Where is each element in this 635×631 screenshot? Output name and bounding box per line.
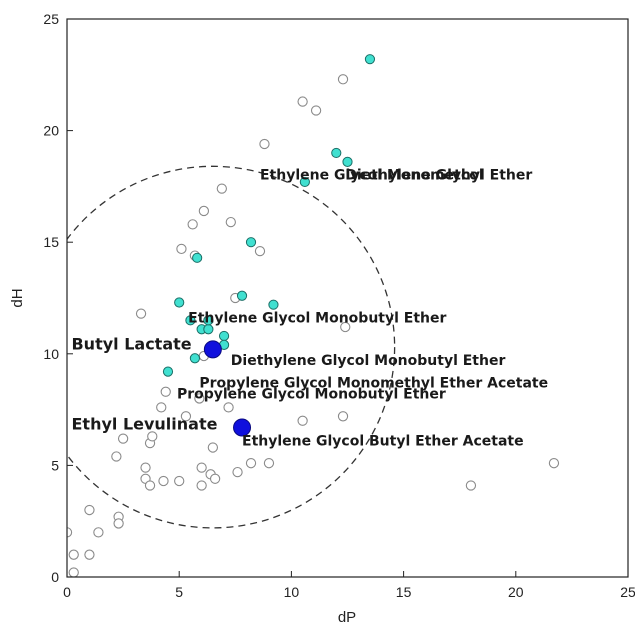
inside-solvent-point xyxy=(268,299,279,310)
outside-solvent-point xyxy=(135,308,147,319)
outside-solvent-point xyxy=(158,475,169,487)
outside-solvent-point xyxy=(68,549,79,560)
x-axis-title: dP xyxy=(338,609,356,626)
solvent-label: Diethylene Glycol Monobutyl Ether xyxy=(231,353,506,369)
y-tick-label: 5 xyxy=(51,457,59,473)
plot-area-frame xyxy=(66,18,629,578)
x-tick-label: 0 xyxy=(63,584,71,600)
inside-solvent-point xyxy=(364,54,376,65)
x-tick-label: 5 xyxy=(175,584,183,600)
outside-solvent-point xyxy=(196,462,207,473)
outside-solvent-point xyxy=(194,393,205,404)
y-axis-title: dH xyxy=(9,288,26,307)
outside-solvent-point xyxy=(196,480,207,491)
x-tick-label: 15 xyxy=(396,584,412,600)
outside-solvent-point xyxy=(245,458,257,469)
inside-solvent-point xyxy=(236,290,248,301)
inside-solvent-point xyxy=(342,156,353,167)
outside-solvent-point xyxy=(176,243,187,255)
outside-solvent-point xyxy=(310,105,322,116)
inside-solvent-point xyxy=(189,353,201,364)
inside-solvent-point xyxy=(299,176,310,188)
outside-solvent-point xyxy=(93,527,104,538)
outside-solvent-point xyxy=(84,504,95,516)
outside-solvent-point xyxy=(207,442,219,453)
outside-solvent-point xyxy=(259,138,270,150)
x-tick-label: 10 xyxy=(284,584,300,600)
target-solvent-point xyxy=(203,340,222,359)
target-solvent-point xyxy=(233,418,252,437)
y-tick-label: 20 xyxy=(43,123,59,139)
outside-solvent-point xyxy=(337,411,349,422)
sphere-circle xyxy=(67,165,396,529)
outside-solvent-point xyxy=(156,402,167,413)
y-tick-label: 25 xyxy=(43,11,59,27)
outside-solvent-point xyxy=(548,458,560,469)
outside-solvent-point xyxy=(174,475,185,487)
y-tick-label: 10 xyxy=(43,346,59,362)
outside-solvent-point xyxy=(198,205,210,217)
outside-solvent-point xyxy=(337,74,349,85)
solvent-label: Butyl Lactate xyxy=(71,334,191,353)
outside-solvent-point xyxy=(225,216,236,228)
solvent-label: Propylene Glycol Monobutyl Ether xyxy=(177,386,446,402)
outside-solvent-point xyxy=(340,321,351,333)
data-points xyxy=(67,54,560,577)
x-tick-label: 20 xyxy=(508,584,524,600)
inside-solvent-point xyxy=(218,330,230,342)
outside-solvent-point xyxy=(113,518,124,529)
outside-solvent-point xyxy=(297,96,308,107)
solvent-label: Diethylene Glycol xyxy=(345,168,483,184)
solvent-label: Ethylene Glycol Monobutyl Ether xyxy=(188,311,446,327)
outside-solvent-point xyxy=(465,480,477,491)
outside-solvent-point xyxy=(84,549,95,560)
inside-solvent-point xyxy=(331,147,342,159)
outside-solvent-point xyxy=(223,402,234,413)
y-axis-ticks: 0 5 10 15 20 25 xyxy=(43,11,73,585)
outside-solvent-point xyxy=(147,431,158,442)
inside-solvent-point xyxy=(192,252,203,263)
outside-solvent-point xyxy=(263,458,275,469)
y-tick-label: 15 xyxy=(43,234,59,250)
solvent-label: Ethyl Levulinate xyxy=(71,415,217,434)
inside-solvent-point xyxy=(174,297,185,308)
outside-solvent-point xyxy=(144,480,156,491)
inside-solvent-point xyxy=(185,315,196,326)
outside-solvent-point xyxy=(117,433,129,444)
outside-solvent-point xyxy=(297,415,308,426)
y-tick-label: 0 xyxy=(51,569,59,585)
outside-solvent-point xyxy=(180,411,192,422)
outside-solvent-point xyxy=(209,473,221,484)
outside-solvent-point xyxy=(216,183,227,194)
inside-solvent-point xyxy=(162,366,174,377)
inside-solvent-point xyxy=(245,237,257,248)
outside-solvent-point xyxy=(111,451,122,462)
solvent-label: Ethylene Glycol Butyl Ether Acetate xyxy=(242,433,524,449)
solubility-sphere-boundary xyxy=(67,165,396,529)
outside-solvent-point xyxy=(68,567,79,577)
x-axis-ticks: 0 5 10 15 20 25 xyxy=(63,571,635,600)
outside-solvent-point xyxy=(232,466,243,478)
outside-solvent-point xyxy=(160,386,171,397)
outside-solvent-point xyxy=(140,462,151,473)
solvent-label: Ethylene Glycol Monomethyl Ether xyxy=(260,168,532,184)
outside-solvent-point xyxy=(187,219,198,230)
inside-solvent-point xyxy=(203,315,214,326)
solvent-label: Propylene Glycol Monomethyl Ether Acetat… xyxy=(199,375,548,391)
outside-solvent-point xyxy=(254,245,266,257)
x-tick-label: 25 xyxy=(620,584,635,600)
